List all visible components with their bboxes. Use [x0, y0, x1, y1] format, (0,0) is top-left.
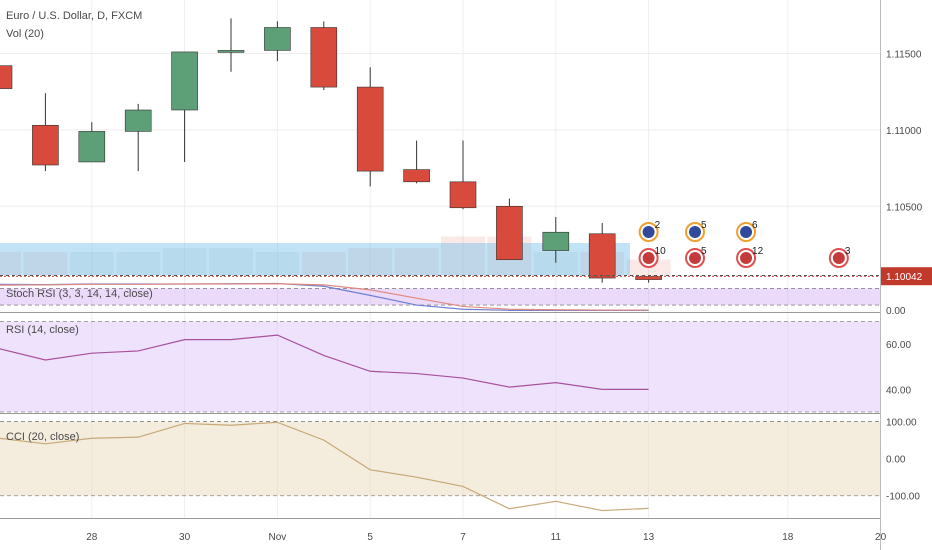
- candle-body: [32, 124, 59, 166]
- volume-bar: [209, 248, 253, 275]
- cci-tick-label: 100.00: [886, 418, 917, 429]
- chart-title: Euro / U.S. Dollar, D, FXCM: [6, 10, 143, 22]
- volume-ma-band: [0, 243, 630, 275]
- event-flag-icon: [740, 252, 753, 264]
- event-flag-icon: [642, 252, 655, 264]
- x-tick-label: 18: [782, 532, 794, 543]
- event-flag-icon: [689, 252, 701, 264]
- event-count-label: 3: [845, 246, 851, 257]
- event-flag-icon: [689, 226, 701, 238]
- candle-body: [264, 27, 291, 51]
- stoch-rsi-legend: Stoch RSI (3, 3, 14, 14, close): [6, 288, 153, 300]
- volume-bar: [394, 248, 439, 275]
- x-tick-label: 7: [460, 532, 466, 543]
- volume-bar: [348, 248, 393, 275]
- event-count-label: 5: [701, 220, 707, 231]
- event-flag-icon: [832, 252, 845, 264]
- event-count-label: 10: [655, 246, 667, 257]
- candle-body: [124, 109, 152, 132]
- x-tick-label: 20: [875, 532, 887, 543]
- rsi-tick-label: 60.00: [886, 340, 911, 351]
- event-flag-icon: [642, 226, 655, 238]
- cci-tick-label: -100.00: [886, 492, 920, 503]
- candle-body: [0, 65, 13, 89]
- event-count-label: 6: [752, 220, 758, 231]
- candle-body: [496, 205, 523, 261]
- candle-body: [78, 131, 106, 163]
- event-marker: [736, 222, 757, 242]
- candle-body: [588, 233, 616, 279]
- rsi-legend: RSI (14, close): [6, 324, 79, 336]
- candle-body: [403, 169, 430, 183]
- x-tick-label: 11: [551, 532, 562, 543]
- candle-body: [171, 51, 198, 111]
- volume-bar: [255, 251, 300, 275]
- volume-bar: [0, 251, 21, 275]
- volume-bar: [301, 251, 346, 275]
- event-marker: [685, 222, 705, 242]
- x-tick-label: 13: [643, 532, 655, 543]
- rsi-tick-label: 40.00: [886, 385, 911, 396]
- candle-body: [217, 50, 245, 53]
- rsi-band: [0, 321, 880, 412]
- candle-body: [542, 231, 570, 251]
- cci-band: [0, 421, 880, 496]
- price-tick-label: 1.11000: [886, 126, 922, 137]
- event-count-label: 12: [752, 246, 764, 257]
- candle-body: [635, 276, 662, 280]
- x-tick-label: 5: [367, 532, 373, 543]
- volume-bar: [162, 248, 207, 275]
- last-price-label: 1.10042: [886, 272, 923, 283]
- cci-tick-label: 0.00: [886, 455, 906, 466]
- volume-legend: Vol (20): [6, 28, 44, 40]
- volume-bar: [116, 251, 161, 275]
- stoch-rsi-band: [0, 288, 880, 306]
- event-count-label: 5: [701, 246, 707, 257]
- candle-body: [310, 27, 338, 88]
- stoch-rsi-series-line: [0, 283, 649, 311]
- candle-body: [449, 181, 477, 209]
- volume-bar: [533, 251, 578, 275]
- volume-bar: [441, 236, 485, 275]
- event-marker: [685, 248, 705, 268]
- event-count-label: 2: [655, 220, 661, 231]
- event-marker: [736, 248, 757, 268]
- x-tick-label: Nov: [269, 532, 287, 543]
- stoch-tick-label: 0.00: [886, 306, 906, 317]
- event-flag-icon: [740, 226, 753, 238]
- volume-bar: [69, 251, 114, 275]
- price-tick-label: 1.11500: [886, 49, 922, 60]
- event-marker: [638, 248, 659, 268]
- rsi-series-line: [0, 334, 649, 390]
- candle-body: [356, 86, 384, 172]
- x-tick-label: 28: [86, 532, 98, 543]
- cci-legend: CCI (20, close): [6, 431, 80, 443]
- x-tick-label: 30: [179, 532, 191, 543]
- cci-series-line: [0, 421, 649, 512]
- last-price-tag: [881, 267, 932, 286]
- price-tick-label: 1.10500: [886, 202, 923, 213]
- event-marker: [638, 222, 659, 242]
- volume-bar: [23, 251, 68, 275]
- event-marker: [828, 248, 849, 268]
